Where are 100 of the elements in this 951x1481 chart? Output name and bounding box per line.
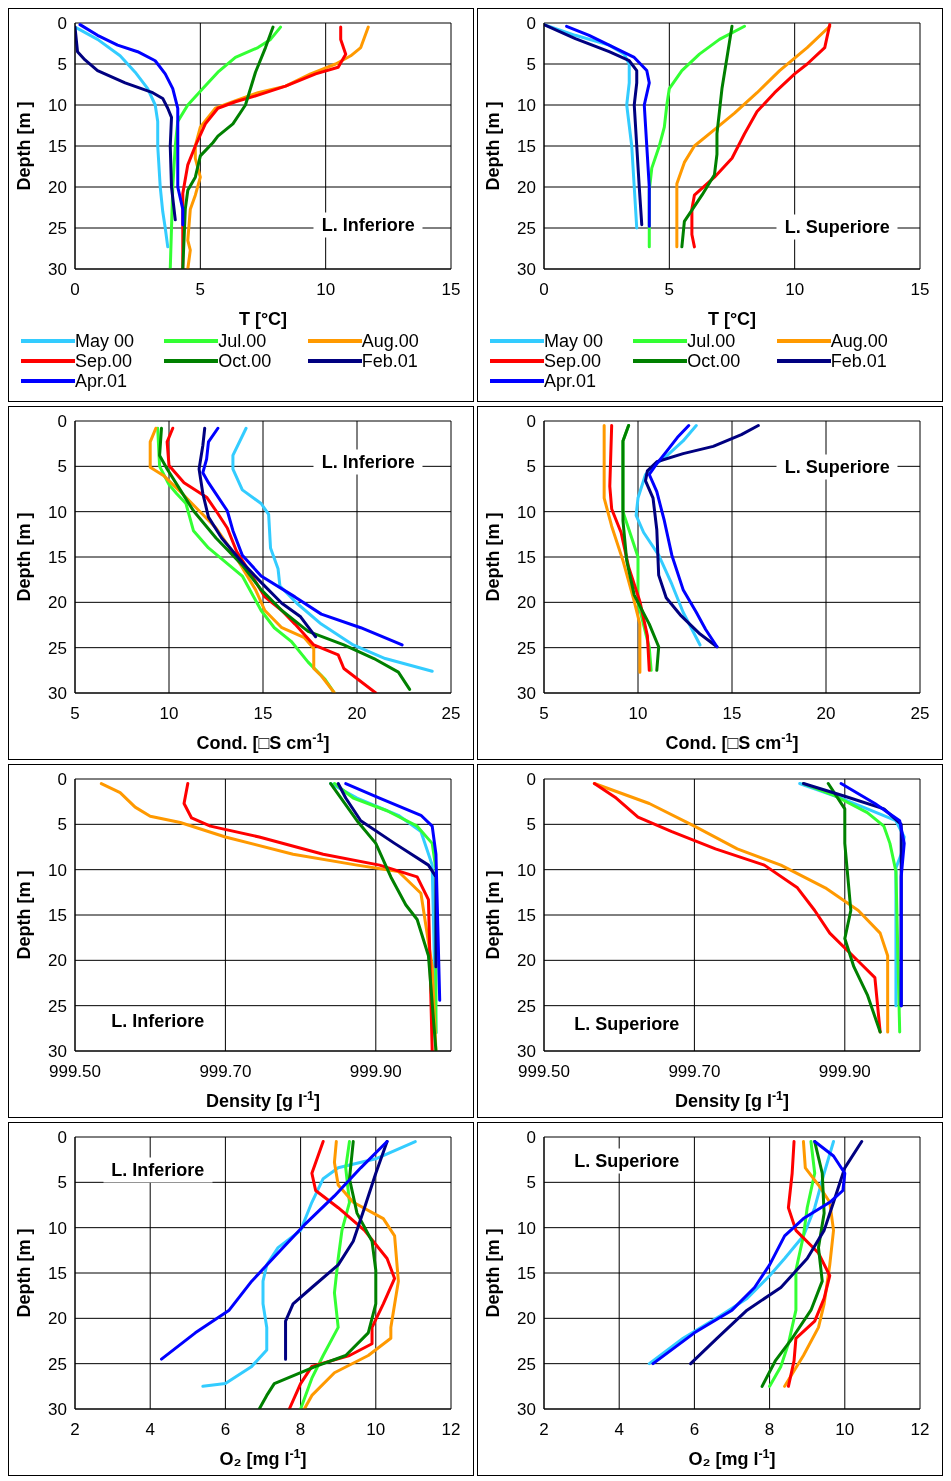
legend-label: Jul.00 (687, 331, 736, 351)
y-tick-label: 25 (517, 638, 536, 658)
x-tick-label: 2 (70, 1420, 80, 1440)
x-tick-label: 10 (835, 1420, 855, 1440)
x-tick-label: 5 (195, 280, 206, 300)
y-tick-label: 20 (517, 1309, 536, 1329)
x-tick-label: 4 (614, 1420, 624, 1440)
y-tick-label: 0 (57, 14, 67, 34)
x-tick-label: 999.90 (349, 1062, 402, 1082)
y-tick-label: 30 (517, 260, 536, 280)
legend-label: Aug.00 (361, 331, 419, 351)
y-tick-label: 5 (57, 457, 67, 477)
x-tick-label: 6 (689, 1420, 700, 1440)
y-tick-label: 0 (526, 770, 536, 790)
y-tick-label: 15 (48, 548, 67, 568)
y-tick-label: 15 (517, 548, 536, 568)
x-tick-label: 6 (220, 1420, 231, 1440)
y-tick-label: 5 (57, 1173, 67, 1193)
legend-label: Sep.00 (75, 351, 133, 371)
annotation: L. Superiore (776, 454, 898, 480)
y-tick-label: 20 (517, 593, 536, 613)
y-axis-title: Depth [m ] (482, 101, 503, 191)
annotation: L. Inferiore (103, 1008, 213, 1034)
y-tick-label: 10 (48, 860, 67, 880)
y-tick-label: 0 (57, 412, 67, 432)
y-tick-label: 30 (48, 1042, 67, 1062)
y-tick-label: 20 (517, 951, 536, 971)
x-tick-label: 0 (539, 280, 549, 300)
y-tick-label: 5 (526, 457, 536, 477)
y-tick-label: 15 (48, 137, 67, 157)
y-tick-label: 0 (526, 412, 536, 432)
y-tick-label: 30 (48, 1400, 67, 1420)
annotation: L. Inferiore (313, 449, 423, 475)
y-tick-label: 30 (517, 684, 536, 704)
y-tick-label: 5 (57, 815, 67, 835)
x-tick-label: 10 (628, 704, 648, 724)
x-tick-label: 5 (539, 704, 549, 724)
y-tick-label: 30 (517, 1042, 536, 1062)
y-tick-label: 0 (57, 1128, 67, 1148)
x-axis-title: Density [g l$^{-1}$] (674, 1089, 790, 1111)
y-tick-label: 10 (48, 502, 67, 522)
annotation: L. Superiore (776, 214, 898, 240)
x-tick-label: 10 (785, 280, 805, 300)
x-axis-title: O₂ [mg l$^{-1}$] (688, 1447, 776, 1469)
x-tick-label: 4 (145, 1420, 155, 1440)
y-tick-label: 0 (526, 14, 536, 34)
y-tick-label: 20 (517, 178, 536, 198)
x-tick-label: 12 (910, 1420, 930, 1440)
y-tick-label: 15 (48, 1264, 67, 1284)
y-tick-label: 25 (48, 996, 67, 1016)
legend-label: May 00 (544, 331, 604, 351)
y-axis-title: Depth [m ] (13, 870, 34, 960)
y-tick-label: 15 (517, 137, 536, 157)
y-tick-label: 25 (517, 996, 536, 1016)
x-tick-label: 999.50 (518, 1062, 570, 1082)
y-tick-label: 10 (517, 860, 536, 880)
y-tick-label: 5 (526, 1173, 536, 1193)
y-tick-label: 30 (48, 260, 67, 280)
x-tick-label: 10 (316, 280, 336, 300)
x-tick-label: 999.70 (668, 1062, 721, 1082)
annotation: L. Superiore (566, 1011, 688, 1037)
y-axis-title: Depth [m ] (13, 512, 34, 602)
y-tick-label: 5 (57, 55, 67, 75)
y-tick-label: 25 (48, 219, 67, 239)
annotation: L. Inferiore (313, 212, 423, 238)
x-axis-title: Cond. [□S cm$^{-1}$] (196, 731, 330, 753)
legend-label: Feb.01 (361, 351, 418, 371)
y-tick-label: 15 (517, 906, 536, 926)
x-tick-label: 10 (159, 704, 179, 724)
x-tick-label: 5 (70, 704, 80, 724)
y-axis-title: Depth [m ] (482, 1228, 503, 1318)
y-tick-label: 10 (517, 502, 536, 522)
x-tick-label: 15 (441, 280, 461, 300)
y-tick-label: 20 (48, 593, 67, 613)
x-tick-label: 15 (722, 704, 742, 724)
x-axis-title: T [°C] (707, 309, 757, 329)
x-tick-label: 999.90 (818, 1062, 871, 1082)
y-tick-label: 30 (48, 684, 67, 704)
x-tick-label: 12 (441, 1420, 461, 1440)
x-tick-label: 20 (347, 704, 367, 724)
x-axis-title: Cond. [□S cm$^{-1}$] (665, 731, 799, 753)
legend-label: May 00 (75, 331, 135, 351)
y-tick-label: 25 (517, 1354, 536, 1374)
x-axis-title: T [°C] (238, 309, 288, 329)
x-tick-label: 25 (441, 704, 461, 724)
y-tick-label: 5 (526, 815, 536, 835)
x-tick-label: 20 (816, 704, 836, 724)
x-tick-label: 10 (366, 1420, 386, 1440)
x-tick-label: 8 (764, 1420, 775, 1440)
y-tick-label: 0 (526, 1128, 536, 1148)
annotation: L. Superiore (566, 1148, 688, 1174)
y-tick-label: 0 (57, 770, 67, 790)
y-tick-label: 30 (517, 1400, 536, 1420)
x-tick-label: 8 (295, 1420, 306, 1440)
legend-label: Apr.01 (75, 371, 128, 391)
legend-label: Apr.01 (544, 371, 597, 391)
legend-label: Oct.00 (687, 351, 741, 371)
y-axis-title: Depth [m ] (482, 870, 503, 960)
legend-label: Aug.00 (830, 331, 888, 351)
x-tick-label: 5 (664, 280, 675, 300)
